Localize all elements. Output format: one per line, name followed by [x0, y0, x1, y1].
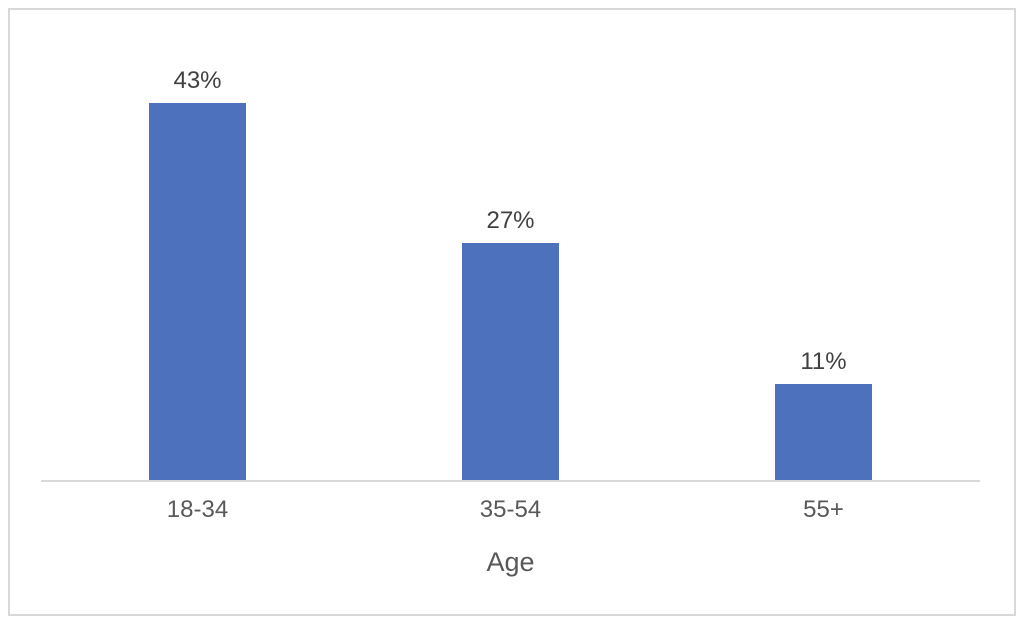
- bar-group: 27%: [354, 25, 667, 480]
- bar-value-label: 43%: [173, 66, 222, 94]
- bar: [775, 384, 872, 480]
- bar: [149, 103, 246, 480]
- plot-area: 43% 27% 11%: [41, 25, 980, 482]
- bar-value-label: 27%: [486, 206, 535, 234]
- x-axis-title: Age: [486, 547, 535, 577]
- x-axis-tick-label: 35-54: [479, 496, 542, 523]
- bar: [462, 243, 559, 480]
- chart-frame: 43% 27% 11% 18-34 35-54 55+ Age: [8, 8, 1016, 616]
- x-axis-tick-label: 55+: [803, 496, 844, 523]
- bar-value-label: 11%: [800, 347, 847, 375]
- x-axis-ticks: 18-34 35-54 55+: [41, 496, 980, 524]
- x-axis-tick-label: 18-34: [166, 496, 229, 523]
- bar-group: 11%: [667, 25, 980, 480]
- bar-group: 43%: [41, 25, 354, 480]
